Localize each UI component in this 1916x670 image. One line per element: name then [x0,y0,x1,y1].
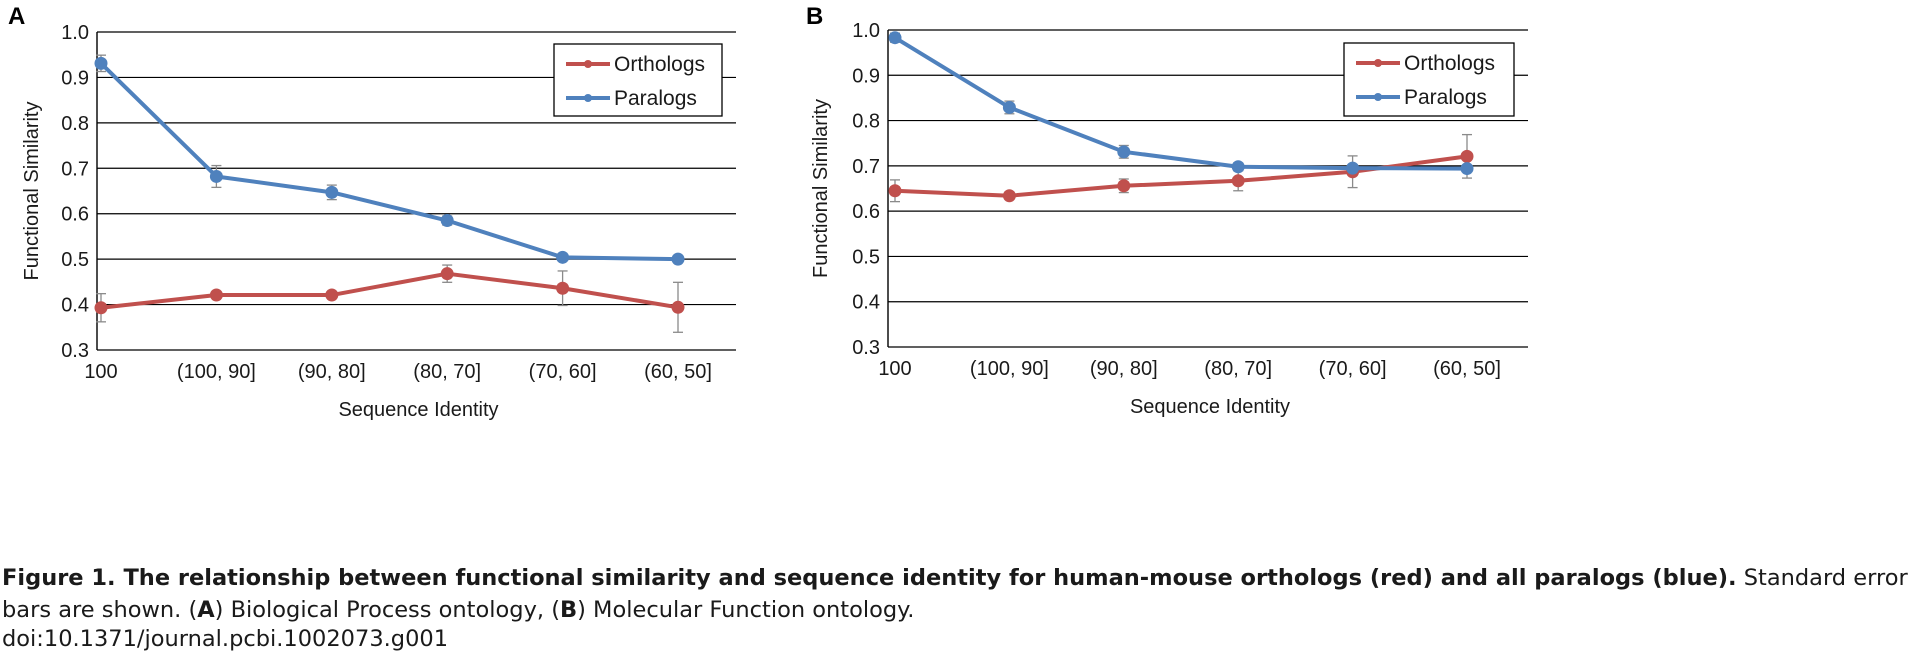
y-tick-label: 0.3 [852,337,880,359]
x-tick-label: (90, 80] [1090,358,1158,380]
legend: Orthologs Paralogs [1343,42,1515,117]
legend-label: Paralogs [1404,86,1487,109]
x-axis-title: Sequence Identity [338,399,498,421]
series-line [100,271,679,310]
data-point [888,31,902,45]
y-tick-label: 0.7 [61,158,89,180]
data-point [1002,100,1016,114]
y-tick-label: 0.5 [852,246,880,268]
caption-panel-b-text: ) Molecular Function ontology. [577,597,915,623]
y-tick-label: 0.8 [61,113,89,135]
data-point [1117,179,1131,193]
data-point [94,56,108,70]
chart-panel-b: B 0.3 0.4 0.5 0.6 0.7 0.8 0.9 1.0 100 (100, 90] (90… [806,3,1528,418]
data-point [440,214,454,228]
legend-box [1343,42,1515,117]
y-axis-title: Functional Similarity [810,99,832,278]
figure-caption: Figure 1. The relationship between funct… [2,562,1912,626]
data-point [209,169,223,183]
data-point [1117,145,1131,159]
y-tick-label: 1.0 [852,20,880,42]
x-tick-label: (80, 70] [413,361,481,383]
figure-charts: A 0.3 0.4 0.5 0.6 0.7 0.8 0.9 1.0 100 (100, 90] (90… [8,3,1528,421]
caption-panel-b: B [559,597,578,623]
x-tick-label: (90, 80] [298,361,366,383]
legend: Orthologs Paralogs [553,43,723,117]
y-tick-label: 0.3 [61,340,89,362]
series-line [894,154,1468,198]
caption-body-text: Standard error bars are shown. ( [2,565,1908,623]
data-point [94,301,108,315]
caption-figure-label: Figure 1. [2,565,116,591]
y-axis-title: Functional Similarity [21,102,43,281]
legend-label: Orthologs [1404,52,1495,75]
caption-bold-text: The relationship between functional simi… [123,565,1737,591]
series-line [893,35,1468,171]
x-axis-title: Sequence Identity [1130,396,1290,418]
x-tick-label: (100, 90] [970,358,1049,380]
data-point [440,267,454,281]
data-point [209,288,223,302]
panel-label: A [8,3,25,30]
y-tick-label: 0.7 [852,156,880,178]
data-point [671,252,685,266]
data-point [1231,160,1245,174]
x-tick-label: 100 [84,361,117,383]
legend-marker [1374,93,1382,101]
x-tick-label: (80, 70] [1204,358,1272,380]
caption-doi: doi:10.1371/journal.pcbi.1002073.g001 [2,626,449,652]
data-point [888,184,902,198]
data-point [1231,174,1245,188]
y-tick-label: 0.6 [61,204,89,226]
data-point [556,281,570,295]
x-tick-label: 100 [878,358,911,380]
data-point [1460,162,1474,176]
series-orthologs [94,264,685,333]
data-point [1346,161,1360,175]
x-tick-label: (70, 60] [1319,358,1387,380]
legend-marker [584,94,592,102]
legend-label: Paralogs [614,87,697,110]
x-tick-label: (100, 90] [177,361,256,383]
x-tick-label: (60, 50] [644,361,712,383]
x-tick-label: (60, 50] [1433,358,1501,380]
legend-box [553,43,723,117]
data-point [325,288,339,302]
y-tick-label: 0.6 [852,201,880,223]
series-paralogs [888,31,1474,176]
data-point [325,185,339,199]
series-paralogs [94,54,685,266]
legend-marker [1374,59,1382,67]
y-tick-label: 0.9 [852,65,880,87]
series-line [99,61,679,262]
y-tick-label: 0.9 [61,67,89,89]
y-tick-label: 0.4 [61,295,89,317]
y-tick-label: 0.5 [61,249,89,271]
y-tick-label: 0.8 [852,111,880,133]
caption-panel-a: A [197,597,215,623]
data-point [1460,149,1474,163]
legend-label: Orthologs [614,53,705,76]
panel-label: B [806,3,823,30]
y-tick-label: 0.4 [852,292,880,314]
data-point [556,250,570,264]
data-point [1002,189,1016,203]
chart-panel-a: A 0.3 0.4 0.5 0.6 0.7 0.8 0.9 1.0 100 (100, 90] (90… [8,3,736,421]
data-point [671,300,685,314]
y-tick-label: 1.0 [61,22,89,44]
legend-marker [584,60,592,68]
caption-panel-a-text: ) Biological Process ontology, ( [214,597,560,623]
x-tick-label: (70, 60] [529,361,597,383]
